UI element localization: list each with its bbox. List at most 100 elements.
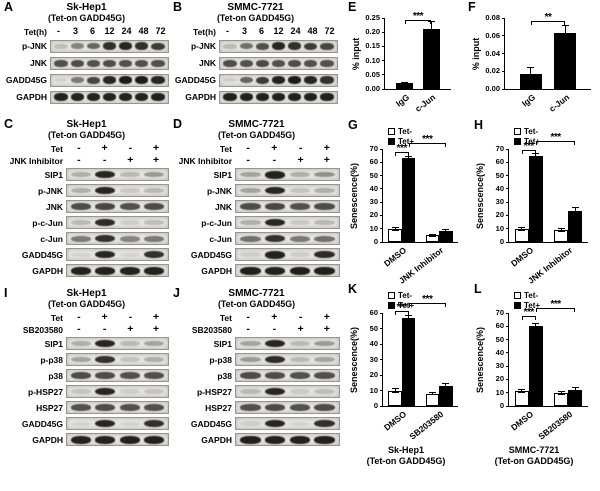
blot-lane (312, 386, 337, 397)
lane-header-row: Tet - + - + (4, 312, 169, 324)
blot-lane (222, 41, 238, 52)
blot-lane (118, 233, 142, 244)
protein-band (314, 203, 335, 211)
lane-condition-value: - (246, 142, 250, 155)
blot-lane (69, 354, 93, 365)
blot-strip (66, 232, 169, 246)
y-tick-label: 0.04 (485, 48, 500, 58)
blot-strip (235, 385, 340, 399)
protein-band (71, 203, 92, 211)
significance-label: *** (422, 134, 433, 146)
blot-lane (312, 169, 337, 180)
lane-header-values: - + - + (66, 312, 169, 323)
blot-lane (142, 338, 166, 349)
blot-lane (93, 434, 117, 445)
blot-lane (85, 58, 101, 69)
blot-row: JNK (4, 55, 169, 72)
lane-condition-value: - (128, 311, 133, 324)
y-tick-mark (380, 175, 383, 177)
y-tick-mark (382, 31, 385, 33)
lane-condition-value: 3 (241, 26, 247, 37)
y-tick-mark (382, 17, 385, 19)
legend-label: Tet+ (524, 301, 541, 311)
blot-strip (235, 369, 340, 383)
blot-lane (85, 92, 101, 103)
protein-band (255, 93, 269, 102)
lane-condition-value: 3 (72, 26, 78, 37)
legend: Tet- Tet+ (514, 291, 540, 310)
y-tick-mark (380, 328, 383, 329)
blot-strip (235, 232, 340, 246)
lane-header-row: SB203580 - - + + (173, 324, 340, 336)
blot-row: p-p38 (4, 352, 169, 368)
panel-label-i: I (4, 286, 8, 300)
panel-label-e: E (348, 0, 357, 14)
blot-strip (235, 248, 340, 262)
blot-lane (101, 58, 117, 69)
protein-band (223, 77, 237, 83)
error-bar-line (564, 26, 566, 41)
error-bar (401, 81, 409, 85)
lane-condition-value: + (297, 154, 304, 167)
protein-band (239, 59, 253, 67)
protein-band (264, 266, 286, 275)
protein-band (70, 77, 84, 84)
blot-lane (118, 402, 142, 413)
protein-band (223, 59, 237, 67)
construct-subtitle: (Tet-on GADD45G) (217, 130, 296, 140)
blot-lane (93, 402, 117, 413)
protein-band (223, 43, 237, 49)
blot-lane (312, 338, 337, 349)
protein-label: GADD45G (174, 75, 216, 86)
panel-i-western-blot: I Sk-Hep1 (Tet-on GADD45G) Tet - + - + SB203580-… (4, 286, 169, 448)
blot-lane (312, 217, 337, 228)
legend-item: Tet+ (514, 137, 540, 146)
y-tick-label: 40 (495, 183, 504, 193)
protein-band (54, 43, 68, 49)
protein-band (135, 76, 149, 85)
blot-lane (142, 418, 166, 429)
error-bar-line (432, 393, 433, 395)
y-tick-label: 0.05 (365, 69, 380, 79)
lane-condition-value: - (226, 26, 229, 37)
protein-band (119, 421, 140, 426)
y-tick-label: 0 (373, 237, 378, 246)
lane-condition-value: + (153, 323, 160, 336)
blot-row: p-JNK (4, 38, 169, 55)
protein-band (95, 186, 116, 195)
legend-label: Tet- (524, 291, 539, 300)
y-tick-mark (502, 17, 505, 19)
protein-label: SIP1 (44, 169, 63, 180)
blot-strip (235, 401, 340, 415)
blot-lane (150, 58, 166, 69)
y-tick-mark (380, 148, 383, 150)
protein-band (239, 93, 253, 102)
protein-band (314, 266, 335, 275)
error-bar-line (535, 323, 537, 329)
y-tick-label: 30 (369, 197, 378, 207)
y-tick-mark (506, 325, 509, 327)
protein-band (314, 357, 335, 363)
y-tick-label: 60 (495, 321, 504, 331)
blot-lane (69, 402, 93, 413)
blot-row: GAPDH (4, 432, 169, 448)
y-tick-label: 20 (369, 210, 378, 220)
chart-area: Senescence(%) 0 10 20 30 40 50 60 *** *** DMSO SB20… (349, 294, 458, 466)
protein-band (119, 203, 140, 211)
blot-lane (69, 370, 93, 381)
protein-band (143, 220, 164, 226)
blot-lane (134, 92, 150, 103)
y-tick-mark (506, 378, 509, 380)
protein-label: JNK (214, 201, 232, 212)
blot-lane (93, 217, 117, 228)
lane-header-label: SB203580 (191, 324, 232, 335)
significance-bracket: *** (535, 133, 576, 146)
y-tick-label: 50 (495, 334, 504, 344)
protein-band (119, 172, 140, 178)
protein-band (304, 76, 318, 84)
blot-strip (235, 200, 340, 214)
lane-condition-value: + (127, 154, 134, 167)
legend-label: Tet+ (398, 137, 415, 147)
error-bar (561, 25, 569, 42)
error-bar (427, 20, 435, 38)
